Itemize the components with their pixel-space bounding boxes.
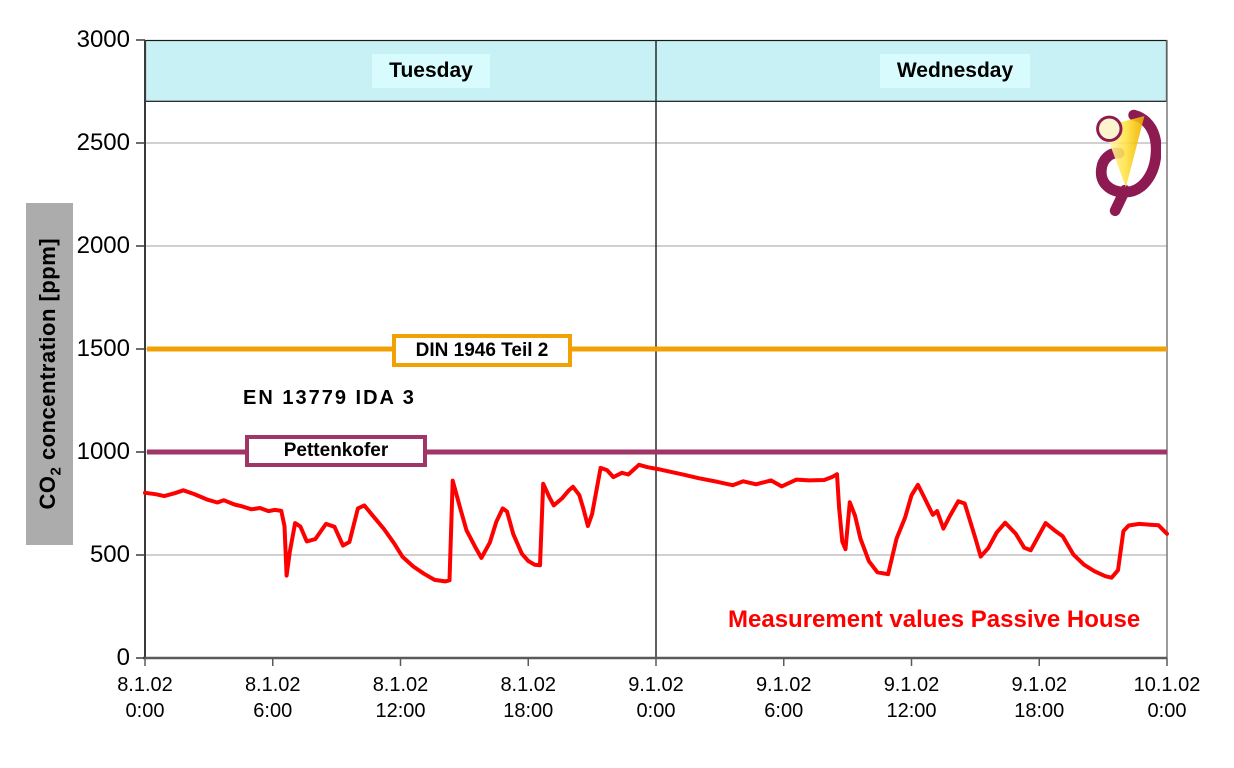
y-tick-label-2000: 2000 (76, 232, 130, 259)
x-tick-date: 10.1.02 (1133, 674, 1201, 696)
y-tick-label-1000: 1000 (76, 438, 130, 465)
passive-house-phi-logo (1095, 109, 1161, 216)
x-tick-date: 8.1.02 (117, 674, 173, 696)
x-tick-label-1: 8.1.02 6:00 (218, 672, 328, 724)
x-tick-time: 12:00 (375, 700, 426, 722)
x-tick-date: 9.1.02 (883, 674, 940, 696)
plot-area: Tuesday Wednesday DIN 1946 Teil 2 Petten… (136, 39, 1169, 666)
x-tick-label-3: 8.1.02 18:00 (473, 672, 583, 724)
y-tick-label-500: 500 (89, 541, 130, 568)
x-tick-date: 8.1.02 (500, 674, 557, 696)
x-tick-time: 0:00 (636, 700, 676, 722)
x-tick-date: 9.1.02 (755, 674, 812, 696)
x-tick-date: 9.1.02 (628, 674, 684, 696)
x-tick-time: 12:00 (886, 700, 937, 722)
x-tick-date: 8.1.02 (244, 674, 301, 696)
x-tick-label-6: 9.1.02 12:00 (857, 672, 967, 724)
y-tick-label-1500: 1500 (76, 335, 130, 362)
phi-stem (1109, 184, 1131, 216)
x-tick-time: 6:00 (253, 700, 293, 722)
x-tick-label-0: 8.1.02 0:00 (90, 672, 200, 724)
x-tick-time: 0:00 (1147, 700, 1187, 722)
day-band-label-tuesday: Tuesday (372, 54, 490, 88)
x-tick-time: 6:00 (764, 700, 804, 722)
measurement-values-annotation: Measurement values Passive House (728, 606, 1141, 633)
y-tick-label-3000: 3000 (76, 26, 130, 53)
x-tick-label-2: 8.1.02 12:00 (346, 672, 456, 724)
y-axis-title: CO2 concentration [ppm] (34, 238, 65, 510)
y-axis-title-box: CO2 concentration [ppm] (26, 203, 73, 545)
x-tick-date: 8.1.02 (372, 674, 429, 696)
x-tick-label-5: 9.1.02 6:00 (729, 672, 839, 724)
logo-circle (1096, 115, 1123, 142)
measurement-series-line (143, 462, 1169, 584)
en-13779-ida3-annotation: EN 13779 IDA 3 (243, 387, 416, 409)
x-tick-time: 18:00 (503, 700, 554, 722)
x-tick-time: 18:00 (1014, 700, 1065, 722)
y-tick-label-2500: 2500 (76, 129, 130, 156)
x-tick-date: 9.1.02 (1011, 674, 1068, 696)
x-tick-label-7: 9.1.02 18:00 (984, 672, 1094, 724)
chart-canvas (136, 39, 1169, 666)
y-tick-label-0: 0 (116, 644, 130, 671)
din-1946-teil-2-label-box: DIN 1946 Teil 2 (392, 334, 572, 367)
pettenkofer-label-box: Pettenkofer (245, 435, 427, 467)
day-band-label-wednesday: Wednesday (880, 54, 1030, 88)
x-tick-label-4: 9.1.02 0:00 (601, 672, 711, 724)
x-tick-label-8: 10.1.02 0:00 (1112, 672, 1222, 724)
x-tick-time: 0:00 (125, 700, 165, 722)
